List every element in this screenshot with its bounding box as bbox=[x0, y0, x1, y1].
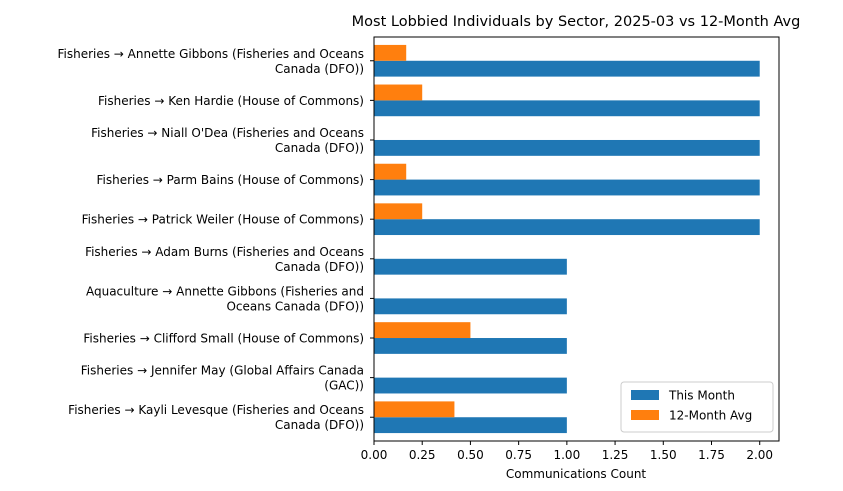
bars-group bbox=[374, 44, 760, 434]
x-tick-label: 0.25 bbox=[409, 448, 436, 462]
x-tick-label: 0.50 bbox=[457, 448, 484, 462]
x-tick-label: 1.00 bbox=[553, 448, 580, 462]
legend-swatch bbox=[631, 410, 659, 420]
y-tick-label: Fisheries → Parm Bains (House of Commons… bbox=[96, 173, 364, 187]
y-tick-label: Fisheries → Ken Hardie (House of Commons… bbox=[98, 94, 364, 108]
legend-label: This Month bbox=[668, 389, 735, 403]
legend: This Month 12-Month Avg bbox=[620, 381, 774, 433]
bar-12-month-avg-0 bbox=[374, 44, 407, 61]
y-tick-label: (GAC)) bbox=[324, 379, 364, 393]
bar-12-month-avg-1 bbox=[374, 84, 423, 101]
x-axis-label: Communications Count bbox=[506, 467, 647, 481]
x-tick-label: 1.75 bbox=[698, 448, 725, 462]
bar-this-month-7 bbox=[374, 338, 567, 354]
bar-12-month-avg-3 bbox=[374, 163, 407, 180]
x-tick-label: 0.00 bbox=[361, 448, 388, 462]
plot-frame bbox=[373, 36, 780, 442]
y-tick-label: Fisheries → Annette Gibbons (Fisheries a… bbox=[57, 47, 364, 61]
y-tick-label: Fisheries → Clifford Small (House of Com… bbox=[83, 332, 364, 346]
x-tick-label: 1.25 bbox=[602, 448, 629, 462]
x-tick-label: 0.75 bbox=[505, 448, 532, 462]
x-tick-label: 2.00 bbox=[746, 448, 773, 462]
y-tick-label: Canada (DFO)) bbox=[275, 141, 364, 155]
legend-label: 12-Month Avg bbox=[669, 409, 752, 423]
y-tick-label: Fisheries → Patrick Weiler (House of Com… bbox=[82, 213, 364, 227]
x-axis-ticks: 0.00 0.25 0.50 0.75 1.00 1.25 1.50 1.75 2.00 bbox=[361, 441, 773, 462]
bar-12-month-avg-7 bbox=[374, 322, 471, 339]
y-tick-label: Fisheries → Adam Burns (Fisheries and Oc… bbox=[85, 245, 364, 259]
legend-swatch bbox=[631, 390, 659, 400]
bar-this-month-0 bbox=[374, 60, 760, 77]
y-axis-ticks: Fisheries → Annette Gibbons (Fisheries a… bbox=[57, 47, 374, 432]
bar-this-month-4 bbox=[374, 219, 760, 236]
bar-this-month-6 bbox=[374, 298, 567, 315]
bar-this-month-2 bbox=[374, 139, 760, 156]
y-tick-label: Oceans Canada (DFO)) bbox=[226, 299, 364, 313]
y-tick-label: Fisheries → Niall O'Dea (Fisheries and O… bbox=[91, 126, 364, 140]
bar-this-month-5 bbox=[374, 258, 567, 275]
bar-this-month-8 bbox=[374, 377, 567, 394]
y-tick-label: Aquaculture → Annette Gibbons (Fisheries… bbox=[86, 284, 364, 298]
chart-title: Most Lobbied Individuals by Sector, 2025… bbox=[352, 14, 801, 30]
bar-12-month-avg-4 bbox=[374, 203, 423, 220]
y-tick-label: Canada (DFO)) bbox=[275, 260, 364, 274]
y-tick-label: Fisheries → Kayli Levesque (Fisheries an… bbox=[68, 403, 364, 417]
bar-12-month-avg-9 bbox=[374, 401, 455, 418]
y-tick-label: Fisheries → Jennifer May (Global Affairs… bbox=[81, 364, 364, 378]
bar-this-month-3 bbox=[374, 179, 760, 196]
bar-this-month-1 bbox=[374, 100, 760, 117]
bar-this-month-9 bbox=[374, 417, 567, 434]
x-tick-label: 1.50 bbox=[650, 448, 677, 462]
y-tick-label: Canada (DFO)) bbox=[275, 418, 364, 432]
y-tick-label: Canada (DFO)) bbox=[275, 62, 364, 76]
